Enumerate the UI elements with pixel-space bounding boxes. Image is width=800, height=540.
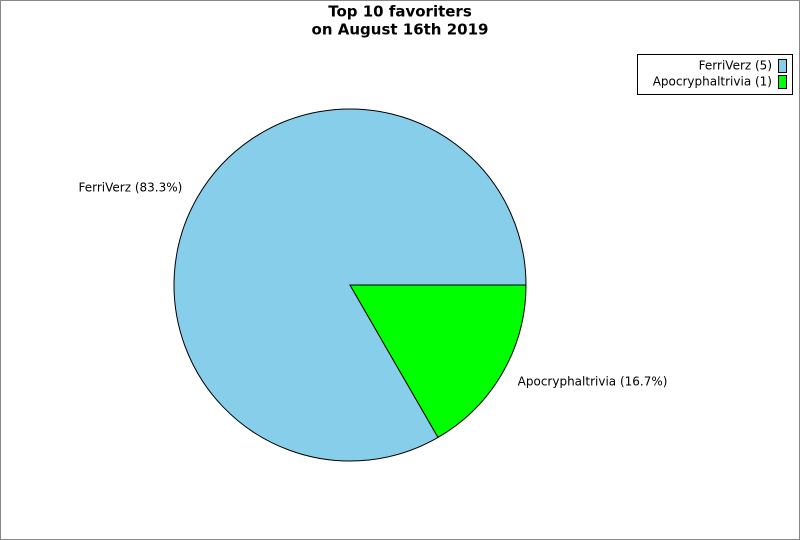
legend-label: Apocryphaltrivia (1): [653, 75, 772, 89]
pie-slice: [349, 284, 527, 439]
legend-box: [637, 54, 793, 95]
legend-label: FerriVerz (5): [699, 59, 772, 73]
chart-title: Top 10 favoriters: [328, 3, 472, 21]
slice-label: Apocryphaltrivia (16.7%): [518, 374, 668, 388]
legend-swatch: [778, 59, 787, 73]
slice-label: FerriVerz (83.3%): [79, 181, 183, 195]
legend-swatch: [778, 75, 787, 89]
chart-subtitle: on August 16th 2019: [312, 21, 489, 39]
